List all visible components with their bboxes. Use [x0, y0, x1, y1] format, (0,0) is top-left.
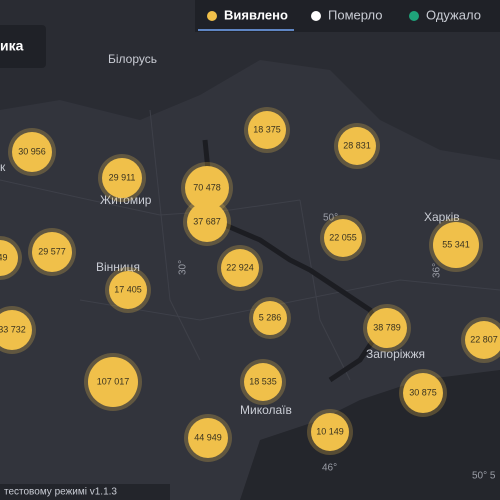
marker-label: 18 375 [253, 124, 281, 134]
footer-bar [0, 484, 170, 500]
marker[interactable] [433, 222, 479, 268]
marker-label: 10 149 [316, 426, 344, 436]
grid-label: 46° [322, 463, 337, 474]
marker[interactable] [88, 357, 138, 407]
grid-label: 50° [323, 213, 338, 224]
marker-label: 33 732 [0, 324, 26, 334]
marker[interactable] [188, 418, 228, 458]
marker[interactable] [221, 249, 259, 287]
marker[interactable] [109, 271, 147, 309]
marker[interactable] [32, 232, 72, 272]
marker[interactable] [324, 219, 362, 257]
marker[interactable] [102, 158, 142, 198]
marker-label: 30 875 [409, 387, 437, 397]
marker-label: 22 055 [329, 232, 357, 242]
region-borders [0, 109, 500, 381]
marker-label: 22 807 [470, 334, 498, 344]
place-label: Харків [424, 210, 460, 224]
place-label: Запоріжжя [366, 347, 425, 361]
marker[interactable] [311, 413, 349, 451]
marker[interactable] [0, 240, 18, 276]
tab[interactable]: Одужало [426, 7, 481, 22]
place-label: к [0, 160, 6, 174]
marker-label: 849 [0, 252, 8, 262]
marker[interactable] [185, 166, 229, 210]
place-label: Білорусь [108, 52, 157, 66]
marker-label: 28 831 [343, 140, 371, 150]
marker[interactable] [465, 321, 500, 359]
marker-label: 17 405 [114, 284, 142, 294]
grid-label: 30° [178, 260, 189, 275]
tab-dot [311, 11, 321, 21]
marker-label: 30 956 [18, 146, 46, 156]
footer: тестовому режимі v1.1.3 [4, 487, 117, 498]
marker[interactable] [0, 310, 32, 350]
marker-label: 22 924 [226, 262, 254, 272]
marker[interactable] [187, 202, 227, 242]
marker[interactable] [338, 127, 376, 165]
marker[interactable] [244, 363, 282, 401]
marker-label: 18 535 [249, 376, 277, 386]
tab-bar [195, 0, 500, 32]
grid-label: 50° 5 [472, 471, 496, 482]
marker-label: 70 478 [193, 182, 221, 192]
marker[interactable] [367, 308, 407, 348]
panel[interactable] [0, 25, 46, 68]
marker-label: 29 911 [109, 172, 136, 182]
tab-dot [409, 11, 419, 21]
tab[interactable]: Померло [328, 7, 383, 22]
marker[interactable] [253, 301, 287, 335]
marker-label: 38 789 [373, 322, 401, 332]
marker-label: 55 341 [442, 239, 470, 249]
tab-underline [198, 29, 294, 31]
place-label: Вінниця [96, 260, 140, 274]
marker-label: 5 286 [259, 312, 282, 322]
panel-title: ика [0, 38, 24, 54]
tab-dot [207, 11, 217, 21]
place-label: Житомир [100, 193, 152, 207]
tab[interactable]: Виявлено [224, 7, 288, 22]
marker-label: 37 687 [193, 216, 221, 226]
place-label: Миколаїв [240, 403, 292, 417]
marker[interactable] [12, 132, 52, 172]
marker-label: 44 949 [194, 432, 222, 442]
grid-label: 36° [432, 263, 443, 278]
marker[interactable] [248, 111, 286, 149]
marker-label: 29 577 [38, 246, 66, 256]
marker-label: 107 017 [97, 376, 130, 386]
marker[interactable] [403, 373, 443, 413]
